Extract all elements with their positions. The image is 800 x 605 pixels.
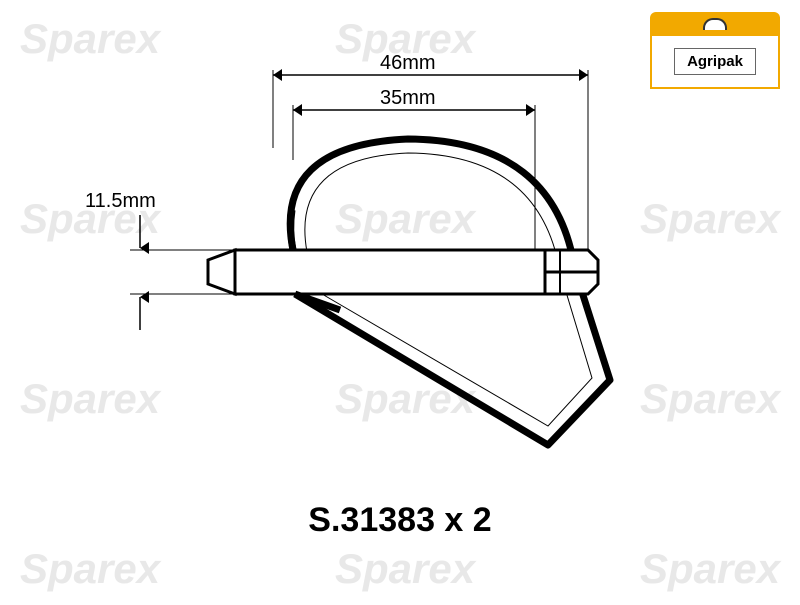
dim-width-inner: 35mm bbox=[380, 87, 436, 110]
badge-label: Agripak bbox=[674, 48, 756, 75]
badge-body: Agripak bbox=[650, 34, 780, 89]
agripak-badge: Agripak bbox=[650, 12, 780, 89]
part-number: S.31383 x 2 bbox=[308, 501, 491, 540]
dim-height-pin: 11.5mm bbox=[85, 190, 156, 213]
badge-hanger-icon bbox=[650, 12, 780, 34]
dim-width-outer: 46mm bbox=[380, 52, 436, 75]
